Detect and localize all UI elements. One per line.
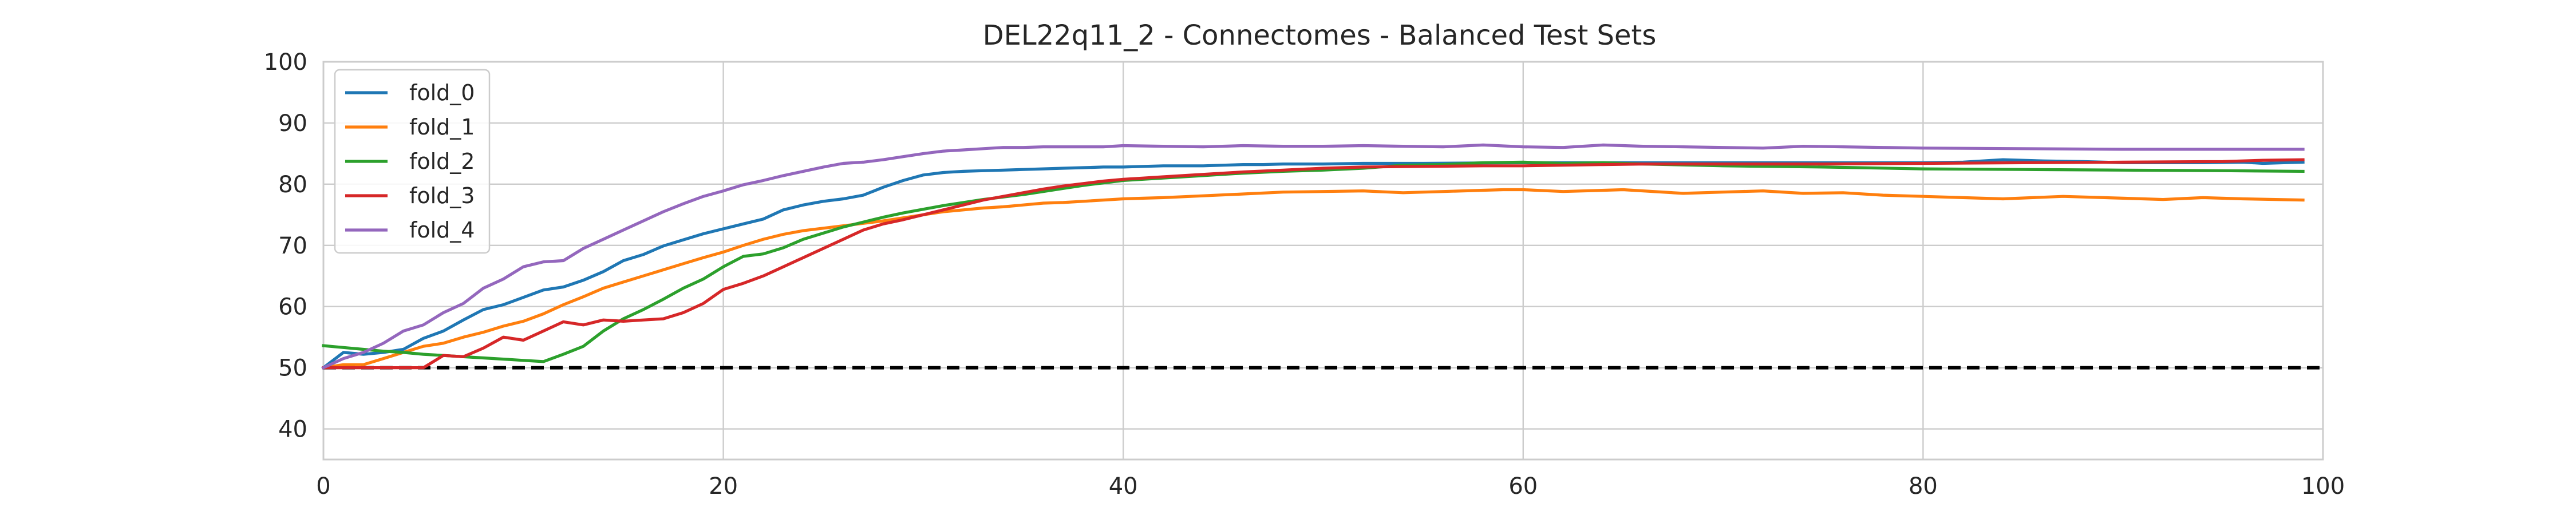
legend-box [334,69,491,254]
y-tick-label: 80 [278,172,307,198]
tick-labels: 0 20 40 60 80 100 40 50 60 70 80 90 100 [264,49,2345,500]
legend-label-fold-3: fold_3 [409,183,475,208]
x-tick-label: 0 [316,473,330,500]
legend-label-fold-4: fold_4 [409,217,475,243]
series-line-fold-4 [321,143,2305,370]
y-tick-label: 100 [264,49,307,76]
y-tick-label: 90 [278,110,307,137]
y-tick-label: 50 [278,355,307,382]
axes-border [322,61,2324,461]
x-tick-label: 40 [1109,473,1138,500]
chart-title: DEL22q11_2 - Connectomes - Balanced Test… [983,19,1657,52]
x-tick-label: 60 [1508,473,1538,500]
x-tick-label: 80 [1909,473,1938,500]
y-tick-label: 60 [278,294,307,320]
series-line-fold-3 [322,158,2305,370]
axes-frame [322,61,2324,461]
legend-label-fold-2: fold_2 [409,149,475,174]
plot-area [323,62,2323,459]
y-tick-label: 40 [278,417,307,443]
legend: fold_0 fold_1 fold_2 fold_3 fold_4 [334,69,491,254]
legend-label-fold-1: fold_1 [409,114,475,140]
legend-label-fold-0: fold_0 [409,80,475,105]
x-tick-label: 20 [709,473,738,500]
x-tick-label: 100 [2301,473,2345,500]
series-line-fold-1 [322,188,2305,370]
series-line-fold-2 [322,160,2305,363]
y-tick-label: 70 [278,233,307,259]
series-lines [321,143,2305,370]
